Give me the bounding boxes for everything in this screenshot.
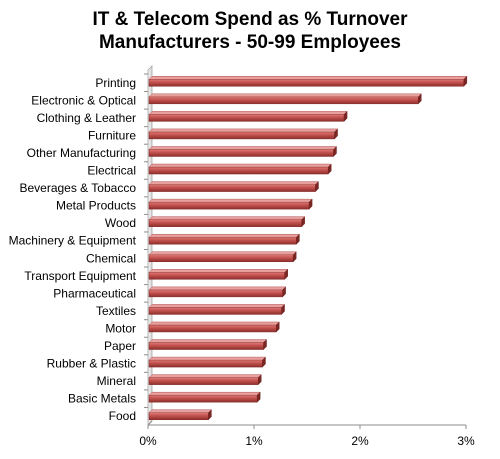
bar-top-1 xyxy=(148,93,422,98)
bar-9 xyxy=(148,236,297,245)
bar-end-9 xyxy=(296,233,300,245)
bar-end-12 xyxy=(282,286,286,298)
chart-title-line-2: Manufacturers - 50-99 Employees xyxy=(98,32,401,53)
bar-12 xyxy=(148,289,283,298)
bar-19 xyxy=(148,412,209,420)
category-label-11: Transport Equipment xyxy=(24,269,136,283)
category-label-13: Textiles xyxy=(96,304,136,318)
category-label-1: Electronic & Optical xyxy=(31,93,136,107)
bar-top-8 xyxy=(148,216,306,220)
bar-end-11 xyxy=(284,268,288,280)
chart-title: IT & Telecom Spend as % Turnover Manufac… xyxy=(0,8,500,54)
bar-0 xyxy=(148,79,465,87)
x-tick-label-2: 2% xyxy=(351,434,369,448)
category-label-5: Electrical xyxy=(87,164,136,178)
category-label-15: Paper xyxy=(104,339,136,353)
category-label-16: Rubber & Plastic xyxy=(47,357,136,371)
bar-top-17 xyxy=(148,374,262,378)
bar-end-0 xyxy=(463,75,468,87)
axis-depth-line xyxy=(147,420,153,426)
category-label-18: Basic Metals xyxy=(68,392,136,406)
bar-end-16 xyxy=(262,356,266,368)
bar-end-4 xyxy=(333,145,337,157)
bar-top-15 xyxy=(148,339,268,343)
bar-top-0 xyxy=(148,76,468,80)
bar-top-9 xyxy=(148,234,300,238)
x-tick-label-0: 0% xyxy=(139,434,157,448)
bar-top-7 xyxy=(148,198,313,203)
bar-6 xyxy=(148,184,316,192)
bar-end-18 xyxy=(256,391,261,403)
bar-top-14 xyxy=(148,321,280,326)
bar-end-3 xyxy=(334,128,338,140)
bar-end-15 xyxy=(263,339,267,351)
bar-3 xyxy=(148,131,335,140)
bar-end-6 xyxy=(315,181,319,193)
bar-15 xyxy=(148,342,264,350)
category-label-14: Motor xyxy=(105,321,136,335)
chart-title-line-1: IT & Telecom Spend as % Turnover xyxy=(92,9,408,30)
bar-1 xyxy=(148,96,419,105)
category-label-0: Printing xyxy=(95,76,136,90)
category-label-3: Furniture xyxy=(88,128,136,142)
bar-end-10 xyxy=(293,251,297,263)
bar-13 xyxy=(148,307,282,315)
bar-top-6 xyxy=(148,181,319,185)
category-label-17: Mineral xyxy=(97,374,136,388)
bar-16 xyxy=(148,359,263,368)
category-label-9: Machinery & Equipment xyxy=(9,234,137,248)
category-label-7: Metal Products xyxy=(56,199,136,213)
bar-2 xyxy=(148,114,345,122)
x-tick-label-1: 1% xyxy=(245,434,263,448)
bar-17 xyxy=(148,377,259,385)
bar-10 xyxy=(148,254,294,263)
bar-11 xyxy=(148,272,285,280)
bar-top-5 xyxy=(148,163,332,168)
bar-14 xyxy=(148,324,277,333)
category-label-2: Clothing & Leather xyxy=(37,111,136,125)
bar-end-8 xyxy=(301,216,305,228)
bar-top-16 xyxy=(148,356,266,361)
bar-top-18 xyxy=(148,391,261,396)
bar-end-13 xyxy=(281,303,285,315)
category-label-4: Other Manufacturing xyxy=(27,146,136,160)
bar-8 xyxy=(148,219,302,227)
bar-18 xyxy=(148,394,258,403)
bar-top-3 xyxy=(148,128,339,133)
bar-top-13 xyxy=(148,304,286,308)
bar-top-12 xyxy=(148,286,287,291)
bar-top-11 xyxy=(148,269,289,273)
bar-end-17 xyxy=(258,374,262,386)
category-label-6: Beverages & Tobacco xyxy=(19,181,136,195)
bar-end-1 xyxy=(418,93,422,105)
bar-top-10 xyxy=(148,251,297,255)
bar-5 xyxy=(148,166,329,175)
category-label-19: Food xyxy=(109,409,136,423)
category-label-8: Wood xyxy=(105,216,136,230)
bar-7 xyxy=(148,201,310,210)
bar-top-19 xyxy=(148,409,212,413)
x-tick-label-3: 3% xyxy=(457,434,475,448)
bar-top-2 xyxy=(148,111,348,115)
bar-4 xyxy=(148,149,334,157)
category-label-10: Chemical xyxy=(86,251,136,265)
bar-end-5 xyxy=(328,163,332,175)
bar-end-19 xyxy=(208,409,212,421)
bar-top-4 xyxy=(148,146,337,150)
bar-end-14 xyxy=(276,321,280,333)
bar-end-2 xyxy=(343,110,348,122)
bar-end-7 xyxy=(308,198,313,210)
category-label-12: Pharmaceutical xyxy=(53,286,136,300)
